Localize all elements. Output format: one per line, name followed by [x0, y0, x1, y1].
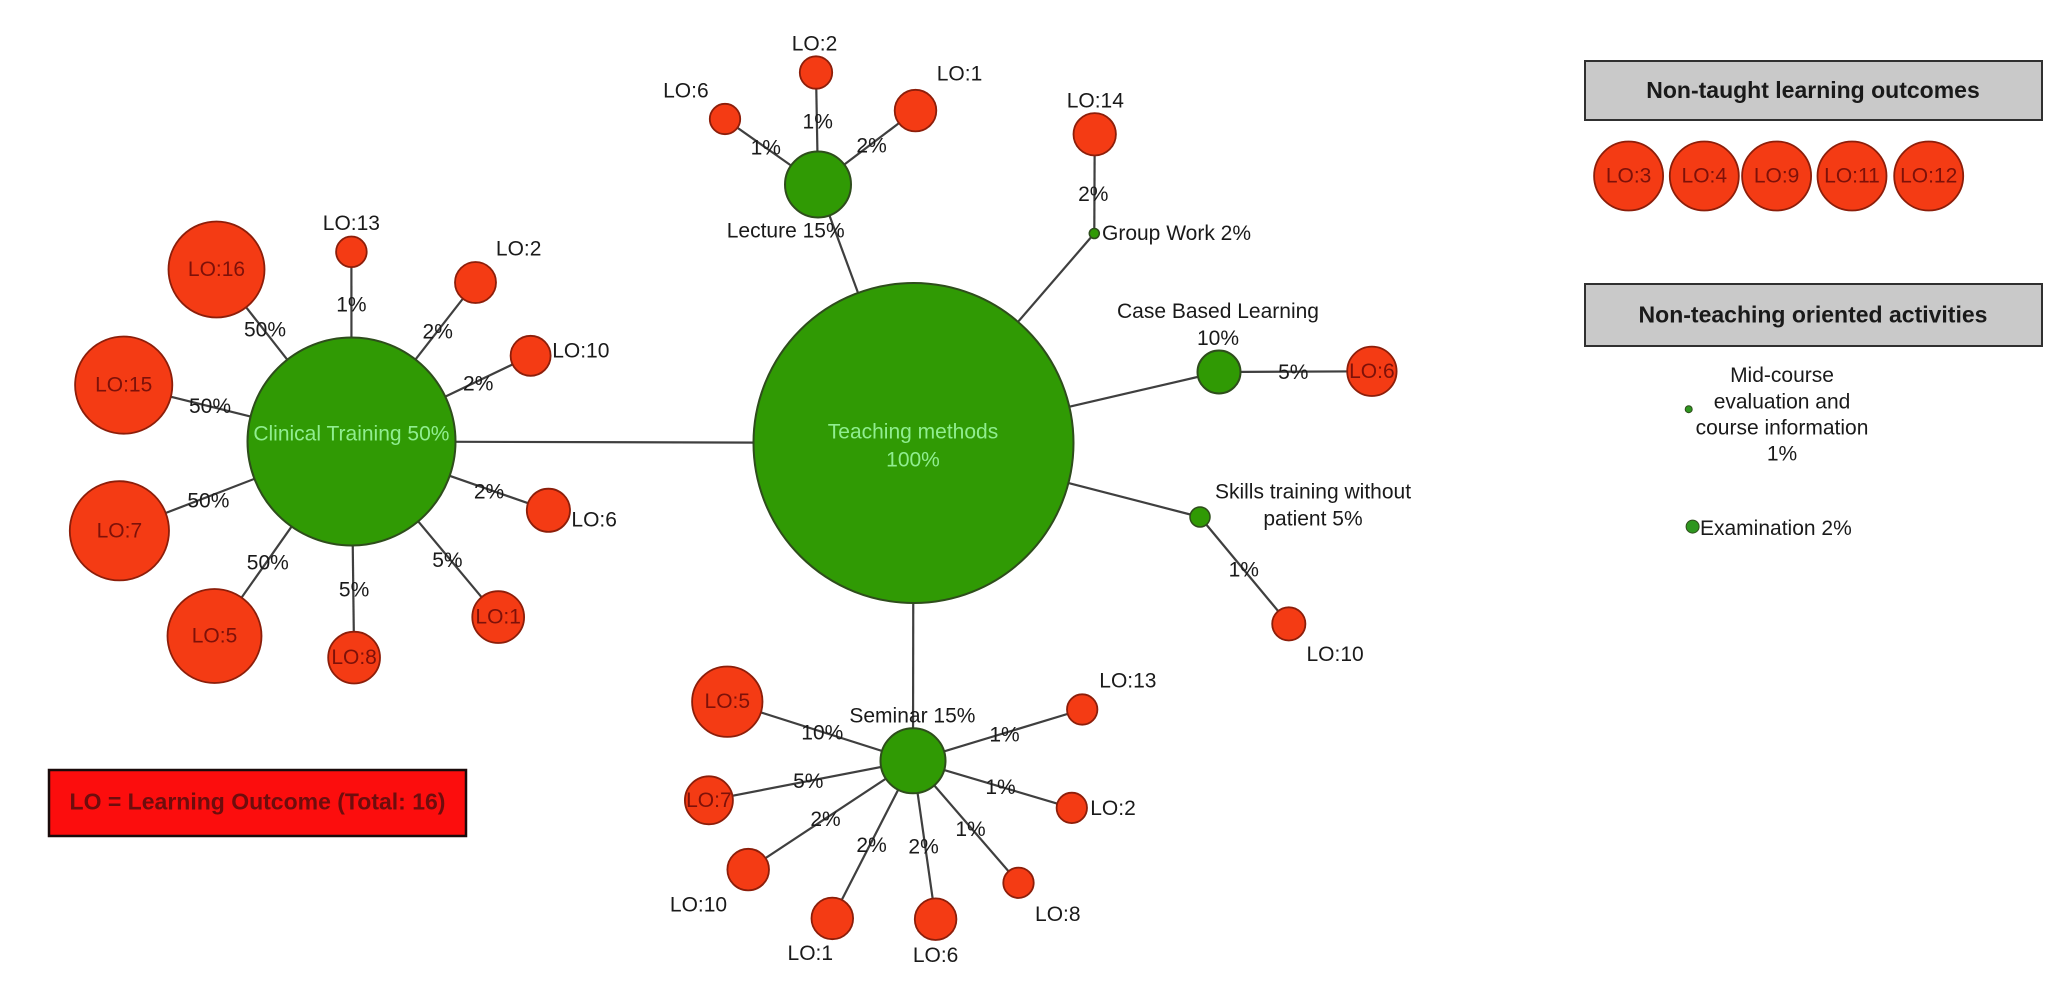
svg-text:2%: 2%	[908, 836, 938, 859]
svg-text:2%: 2%	[463, 373, 493, 396]
svg-text:LO:6: LO:6	[571, 509, 617, 532]
svg-text:LO:10: LO:10	[1306, 643, 1363, 666]
svg-text:Mid-course: Mid-course	[1730, 364, 1834, 387]
svg-text:LO:8: LO:8	[1035, 903, 1081, 926]
svg-text:LO:5: LO:5	[192, 625, 238, 648]
svg-text:10%: 10%	[1197, 327, 1239, 350]
svg-text:2%: 2%	[856, 134, 886, 157]
svg-text:LO:14: LO:14	[1067, 90, 1125, 113]
svg-text:LO:11: LO:11	[1824, 165, 1880, 188]
svg-text:evaluation and: evaluation and	[1714, 390, 1851, 413]
svg-text:50%: 50%	[187, 490, 229, 513]
svg-text:5%: 5%	[339, 579, 369, 602]
svg-text:2%: 2%	[856, 834, 886, 857]
svg-text:LO:1: LO:1	[788, 942, 834, 965]
svg-text:50%: 50%	[189, 395, 231, 418]
svg-text:Seminar 15%: Seminar 15%	[849, 705, 975, 728]
svg-text:LO:13: LO:13	[1099, 669, 1156, 692]
svg-text:LO:7: LO:7	[686, 789, 732, 812]
svg-text:LO:16: LO:16	[188, 258, 245, 281]
svg-text:LO:5: LO:5	[705, 690, 751, 713]
svg-text:course information: course information	[1696, 417, 1869, 440]
svg-text:LO:7: LO:7	[97, 519, 143, 542]
svg-text:LO:1: LO:1	[937, 62, 983, 85]
svg-text:1%: 1%	[336, 294, 366, 317]
svg-text:LO:2: LO:2	[1090, 797, 1136, 820]
svg-text:Case Based Learning: Case Based Learning	[1117, 300, 1319, 323]
svg-text:5%: 5%	[432, 549, 462, 572]
svg-text:Non-taught learning outcomes: Non-taught learning outcomes	[1646, 77, 1980, 103]
svg-text:Clinical Training 50%: Clinical Training 50%	[253, 423, 449, 446]
svg-text:LO:9: LO:9	[1754, 165, 1800, 188]
svg-text:Group Work 2%: Group Work 2%	[1102, 222, 1251, 245]
svg-text:LO:2: LO:2	[792, 32, 838, 55]
svg-text:1%: 1%	[1767, 442, 1797, 465]
svg-text:2%: 2%	[1078, 183, 1108, 206]
svg-text:LO:6: LO:6	[1349, 360, 1395, 383]
svg-text:Skills training without: Skills training without	[1215, 481, 1411, 504]
svg-text:2%: 2%	[423, 321, 453, 344]
svg-text:LO:15: LO:15	[95, 374, 152, 397]
svg-text:patient 5%: patient 5%	[1263, 508, 1362, 531]
svg-text:Examination 2%: Examination 2%	[1700, 517, 1852, 540]
svg-text:2%: 2%	[810, 808, 840, 831]
svg-text:Lecture 15%: Lecture 15%	[727, 219, 845, 242]
svg-text:LO:6: LO:6	[913, 944, 959, 967]
svg-text:LO:10: LO:10	[670, 894, 727, 917]
svg-text:LO:6: LO:6	[663, 80, 709, 103]
svg-text:LO:12: LO:12	[1900, 165, 1957, 188]
svg-text:1%: 1%	[803, 110, 833, 133]
svg-text:LO = Learning Outcome (Total:: LO = Learning Outcome (Total: 16)	[70, 789, 446, 815]
svg-text:1%: 1%	[751, 136, 781, 159]
svg-text:LO:3: LO:3	[1606, 165, 1652, 188]
svg-text:5%: 5%	[1278, 361, 1308, 384]
svg-text:100%: 100%	[886, 449, 940, 472]
svg-text:LO:13: LO:13	[323, 212, 380, 235]
svg-text:LO:4: LO:4	[1682, 165, 1728, 188]
svg-text:2%: 2%	[474, 480, 504, 503]
svg-text:1%: 1%	[955, 818, 985, 841]
svg-text:LO:10: LO:10	[552, 340, 609, 363]
svg-text:1%: 1%	[1229, 559, 1259, 582]
svg-text:50%: 50%	[247, 552, 289, 575]
svg-text:1%: 1%	[989, 724, 1019, 747]
svg-text:50%: 50%	[244, 319, 286, 342]
svg-text:LO:8: LO:8	[331, 646, 377, 669]
svg-text:LO:2: LO:2	[496, 238, 542, 261]
svg-text:LO:1: LO:1	[475, 606, 521, 629]
svg-text:10%: 10%	[801, 722, 843, 745]
svg-text:Non-teaching oriented activiti: Non-teaching oriented activities	[1639, 302, 1988, 328]
svg-text:1%: 1%	[985, 776, 1015, 799]
svg-text:5%: 5%	[793, 770, 823, 793]
svg-text:Teaching methods: Teaching methods	[828, 421, 998, 444]
